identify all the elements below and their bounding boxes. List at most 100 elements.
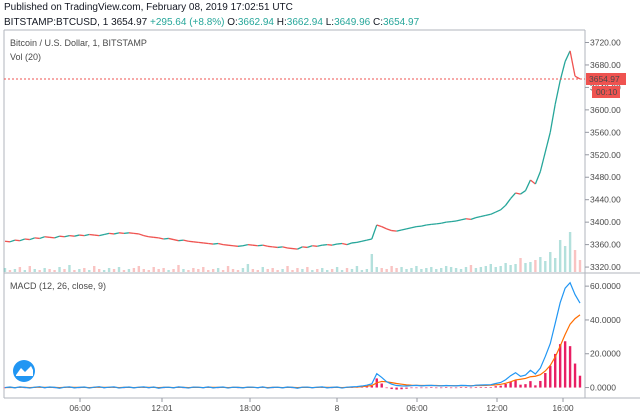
volume-bar xyxy=(112,269,116,272)
price-segment xyxy=(193,241,199,244)
close-value: 3654.97 xyxy=(383,17,420,28)
volume-bar xyxy=(13,269,17,272)
price-segment xyxy=(54,235,60,239)
volume-bar xyxy=(207,270,210,272)
time-axis-ticks[interactable]: 06:00 12:01 18:00 8 06:00 12:00 16:00 xyxy=(69,398,574,413)
price-segment xyxy=(302,246,308,249)
volume-bar xyxy=(509,265,512,272)
price-segment xyxy=(99,233,105,237)
histogram-bar xyxy=(539,380,542,388)
time-tick-label: 18:00 xyxy=(239,403,261,413)
volume-bar xyxy=(321,268,324,272)
price-segment xyxy=(168,237,174,241)
volume-bar xyxy=(152,267,155,272)
price-segment xyxy=(371,224,378,240)
volume-bar xyxy=(539,257,542,272)
macd-lines xyxy=(4,281,581,389)
histogram-bar xyxy=(430,387,433,388)
price-segment xyxy=(29,237,35,241)
histogram-bar xyxy=(469,387,473,389)
volume-bar xyxy=(573,250,577,272)
price-tick-label: 3720.00 xyxy=(590,37,621,47)
price-segment xyxy=(143,234,149,238)
price-segment xyxy=(153,236,159,239)
volume-bar xyxy=(38,270,41,272)
volume-bar xyxy=(142,269,145,272)
price-tick-label: 3560.00 xyxy=(590,127,621,137)
volume-bar xyxy=(97,269,101,272)
volume-bar xyxy=(355,266,359,272)
price-segment xyxy=(262,244,268,247)
price-segment xyxy=(515,192,521,195)
time-tick-label: 06:00 xyxy=(406,403,428,413)
volume-bar xyxy=(549,252,552,272)
histogram-bar xyxy=(484,387,488,388)
price-segment xyxy=(341,242,348,246)
histogram-bar xyxy=(494,386,497,388)
histogram-bar xyxy=(3,387,7,389)
price-segment xyxy=(123,232,129,235)
price-segment xyxy=(128,232,134,235)
signal-line xyxy=(4,314,581,389)
price-segment xyxy=(237,245,244,247)
volume-bar xyxy=(568,232,572,272)
volume-bar xyxy=(246,264,250,272)
volume-bar xyxy=(469,265,473,272)
price-segment xyxy=(173,238,179,242)
price-segment xyxy=(574,75,581,80)
price-segment xyxy=(396,229,402,232)
price-segment xyxy=(14,239,20,242)
price-segment xyxy=(84,233,90,237)
volume-bar xyxy=(276,270,279,272)
macd-legend: MACD (12, 26, close, 9) xyxy=(10,281,106,291)
histogram-bar xyxy=(395,387,398,390)
price-segment xyxy=(505,198,512,206)
volume-bar xyxy=(182,269,185,272)
close-label: C: xyxy=(373,17,383,28)
price-segment xyxy=(524,179,532,191)
price-segment xyxy=(564,50,571,62)
histogram-bar xyxy=(524,384,527,388)
histogram-bar xyxy=(425,387,428,389)
tradingview-logo[interactable] xyxy=(13,360,35,382)
price-segment xyxy=(451,220,457,223)
volume-bar xyxy=(405,269,408,272)
price-segment xyxy=(19,238,26,242)
volume-bar xyxy=(102,270,106,272)
volume-bar xyxy=(370,254,374,272)
histogram-bar xyxy=(489,387,492,388)
price-segment xyxy=(113,232,120,235)
volume-bar xyxy=(78,269,81,272)
macd-axis-ticks[interactable]: 0.0000 20.0000 40.0000 60.0000 xyxy=(585,281,621,393)
histogram-bar xyxy=(385,387,388,389)
price-segment xyxy=(138,233,145,237)
histogram-bar xyxy=(380,383,383,388)
volume-bar xyxy=(83,268,86,272)
price-axis-ticks[interactable]: 3320.00 3360.00 3400.00 3440.00 3480.00 3520.… xyxy=(585,37,621,272)
price-segment xyxy=(386,228,392,232)
volume-bar xyxy=(68,265,71,272)
histogram-bar xyxy=(474,387,478,388)
price-segment xyxy=(366,238,372,241)
volume-bar xyxy=(296,268,299,272)
low-value: 3649.96 xyxy=(334,17,371,28)
volume-bar xyxy=(365,269,369,272)
volume-bar xyxy=(177,265,180,272)
volume-bar xyxy=(147,270,150,272)
price-segment xyxy=(227,244,234,247)
price-segment xyxy=(554,80,561,105)
volume-bar xyxy=(440,268,443,272)
price-segment xyxy=(257,244,263,247)
volume-bar xyxy=(157,269,160,272)
volume-bar xyxy=(325,270,329,272)
price-segment xyxy=(520,190,526,195)
volume-bar xyxy=(504,263,507,272)
price-segment xyxy=(297,246,303,250)
histogram-bar xyxy=(440,387,443,389)
price-segment xyxy=(539,151,546,172)
volume-bar xyxy=(534,260,537,272)
volume-bar xyxy=(187,270,190,272)
price-segment xyxy=(327,243,333,246)
